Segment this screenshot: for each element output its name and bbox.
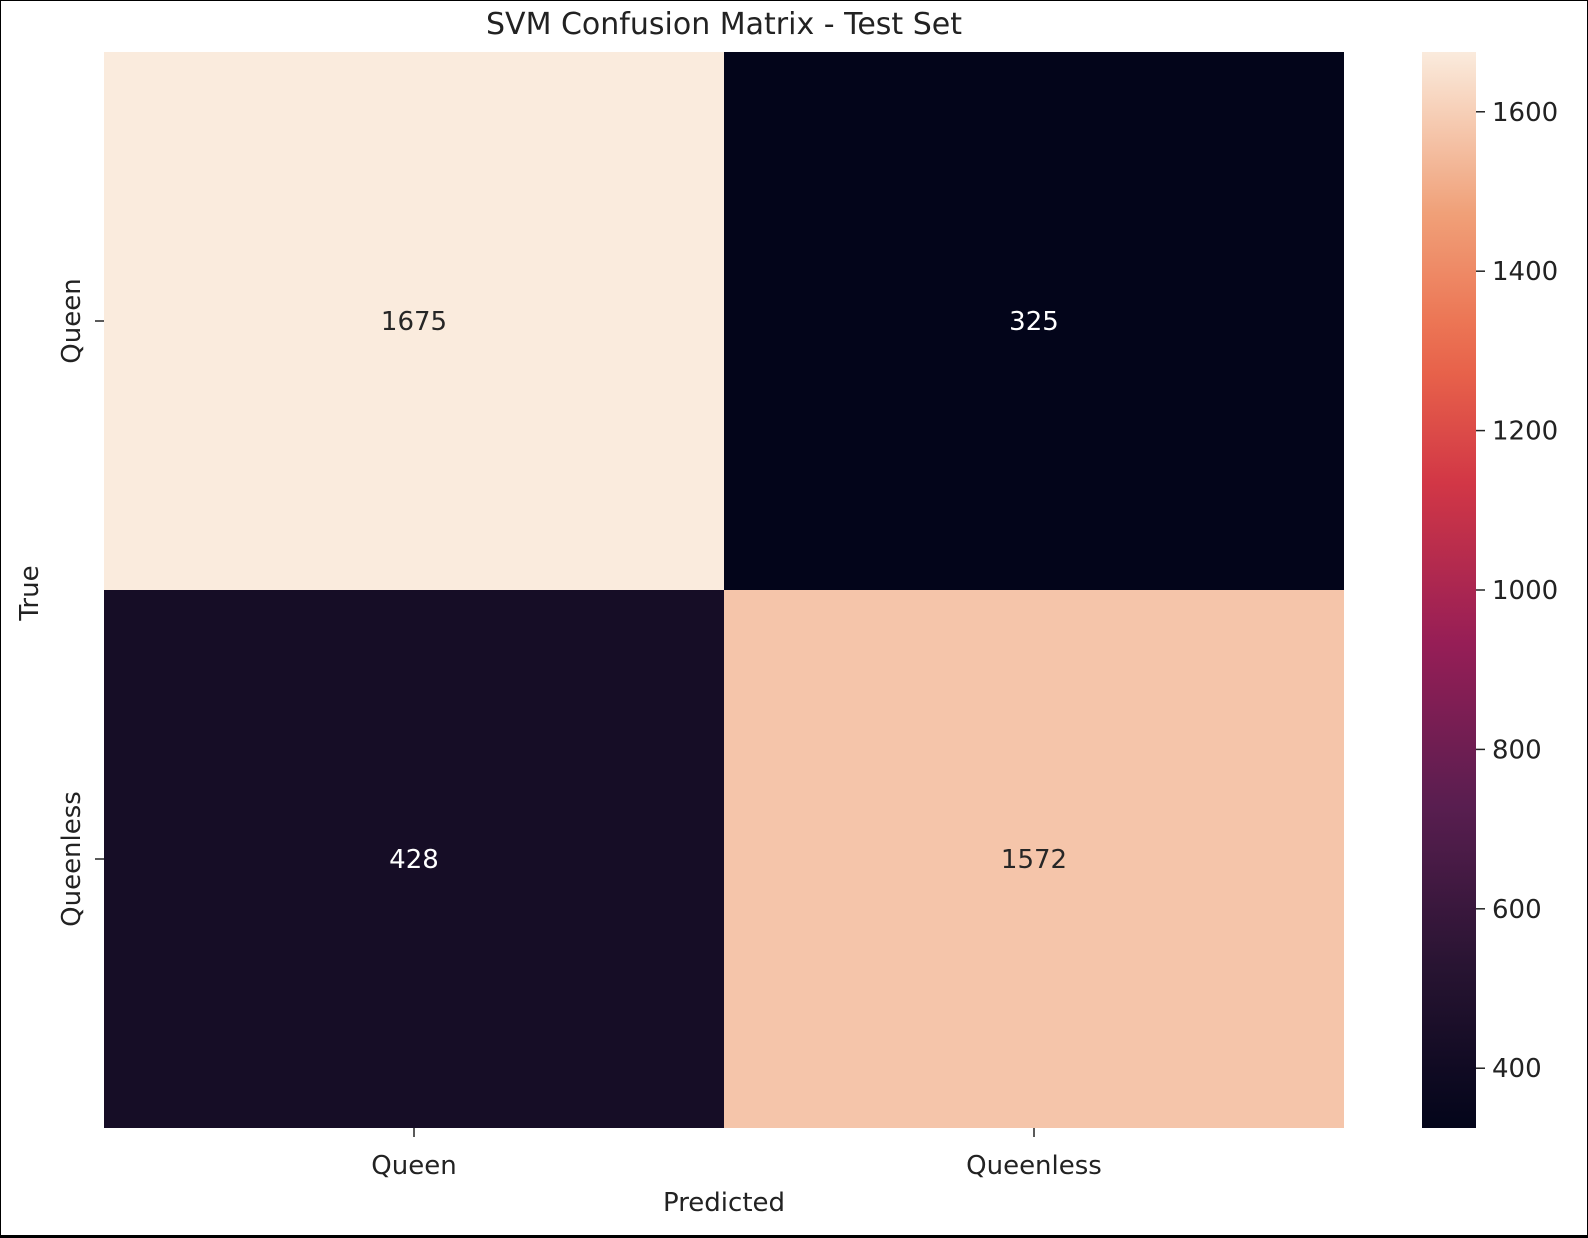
- colorbar-tick-label-0: 400: [1492, 1054, 1542, 1084]
- colorbar-tick-label-3: 1000: [1492, 576, 1558, 606]
- cell-annotation-0-1: 325: [1009, 307, 1059, 337]
- colorbar-tick-label-6: 1600: [1492, 98, 1558, 128]
- heatmap-cell-1-1: [724, 590, 1344, 1128]
- y-axis: Queen Queenless: [57, 278, 104, 927]
- y-axis-label: True: [15, 565, 45, 621]
- y-tick-label-0: Queen: [57, 278, 87, 363]
- cell-annotation-1-1: 1572: [1001, 845, 1067, 875]
- colorbar-tick-label-5: 1400: [1492, 257, 1558, 287]
- x-axis: Queen Queenless: [371, 1128, 1102, 1181]
- chart-title: SVM Confusion Matrix - Test Set: [486, 7, 962, 42]
- cell-annotations: 1675 325 428 1572: [381, 307, 1067, 875]
- x-axis-label: Predicted: [663, 1188, 785, 1218]
- colorbar-tick-label-1: 600: [1492, 895, 1542, 925]
- x-tick-label-1: Queenless: [966, 1151, 1102, 1181]
- cell-annotation-0-0: 1675: [381, 307, 447, 337]
- colorbar: [1422, 52, 1476, 1128]
- x-tick-label-0: Queen: [371, 1151, 456, 1181]
- colorbar-ticks: 400 600 800 1000 1200 1400 1600: [1476, 98, 1558, 1084]
- colorbar-tick-label-2: 800: [1492, 735, 1542, 765]
- heatmap-cell-0-0: [104, 52, 724, 590]
- colorbar-tick-label-4: 1200: [1492, 417, 1558, 447]
- y-tick-label-1: Queenless: [57, 791, 87, 927]
- heatmap-cells: [104, 52, 1344, 1128]
- heatmap-cell-0-1: [724, 52, 1344, 590]
- cell-annotation-1-0: 428: [389, 845, 439, 875]
- heatmap-cell-1-0: [104, 590, 724, 1128]
